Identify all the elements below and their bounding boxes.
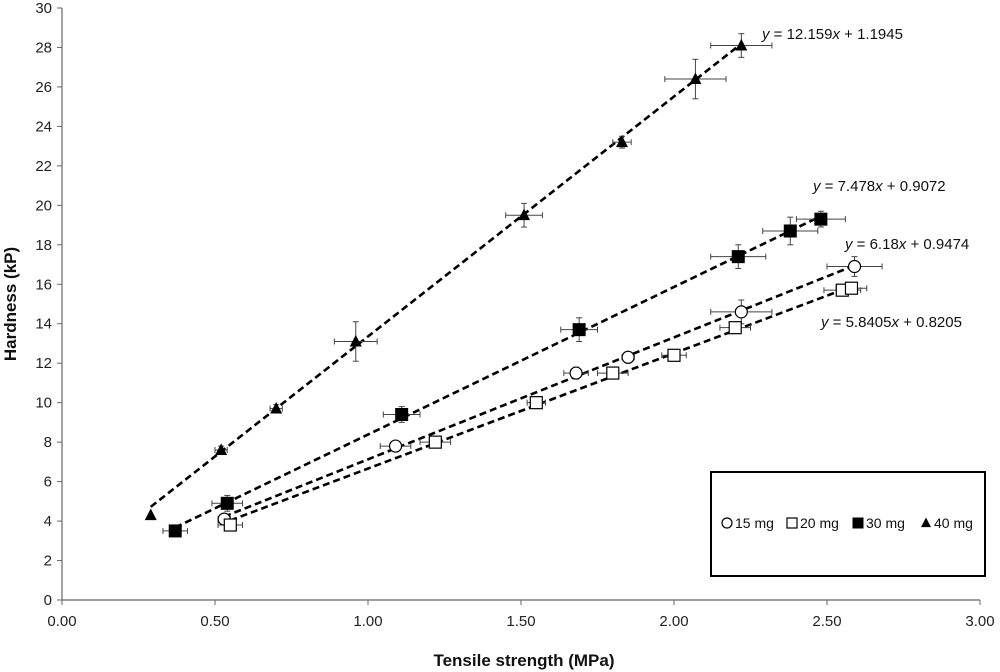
legend-label: 15 mg: [735, 515, 774, 531]
point-40-mg: [735, 38, 748, 51]
point-40-mg: [215, 443, 228, 455]
trendline-30-mg: [174, 214, 822, 529]
y-tick-label: 28: [35, 39, 52, 56]
point-15-mg: [621, 350, 635, 364]
y-tick-label: 22: [35, 158, 52, 175]
point-20-mg: [844, 281, 859, 295]
point-15-mg: [734, 305, 748, 319]
y-tick-label: 20: [35, 197, 52, 214]
legend-marker-40-mg: [921, 517, 931, 528]
equation-30-mg: y = 7.478x + 0.9072: [812, 178, 946, 195]
y-tick-label: 26: [35, 79, 52, 96]
y-tick-label: 4: [44, 513, 52, 530]
equation-40-mg: y = 12.159x + 1.1945: [761, 26, 903, 43]
point-30-mg: [814, 212, 828, 226]
point-30-mg: [220, 496, 234, 510]
y-tick-label: 10: [35, 395, 52, 412]
point-15-mg: [569, 366, 583, 380]
point-20-mg: [529, 396, 543, 410]
point-40-mg: [270, 401, 283, 414]
x-axis-title: Tensile strength (MPa): [433, 651, 614, 670]
y-axis-title: Hardness (kP): [1, 247, 20, 361]
point-20-mg: [728, 321, 742, 335]
legend: 15 mg 20 mg 30 mg 40 mg: [710, 471, 986, 577]
point-15-mg: [847, 259, 862, 274]
trendline-40-mg: [149, 42, 743, 508]
legend-label: 40 mg: [934, 515, 973, 531]
x-tick-label: 3.00: [965, 613, 994, 630]
point-40-mg: [144, 508, 157, 521]
y-tick-label: 2: [44, 553, 52, 570]
point-30-mg: [572, 323, 586, 337]
axes: 0.00 0.50 1.00 1.50 2.00 2.50 3.00024681012141…: [35, 0, 994, 630]
trendline-15-mg: [223, 264, 856, 518]
x-tick-label: 2.50: [812, 613, 841, 630]
point-20-mg: [667, 348, 681, 362]
legend-box: [710, 471, 986, 577]
y-tick-label: 0: [44, 592, 52, 609]
legend-label: 30 mg: [866, 515, 905, 531]
legend-marker-30-mg: [852, 517, 864, 529]
point-30-mg: [168, 524, 182, 538]
point-40-mg: [689, 72, 702, 84]
x-tick-label: 1.50: [506, 613, 535, 630]
y-tick-label: 30: [35, 0, 52, 17]
x-tick-label: 0.50: [200, 613, 229, 630]
point-30-mg: [783, 224, 797, 238]
legend-marker-20-mg: [786, 517, 798, 529]
point-30-mg: [731, 250, 745, 264]
equation-15-mg: y = 6.18x + 0.9474: [844, 236, 969, 253]
x-tick-label: 0.00: [47, 613, 76, 630]
y-tick-label: 8: [44, 434, 52, 451]
data-points: [144, 38, 862, 538]
x-tick-label: 2.00: [659, 613, 688, 630]
point-40-mg: [615, 135, 628, 148]
y-tick-label: 12: [35, 355, 52, 372]
legend-marker-15-mg: [721, 517, 733, 529]
y-tick-label: 24: [35, 118, 52, 135]
y-tick-label: 14: [35, 316, 52, 333]
x-tick-label: 1.00: [353, 613, 382, 630]
point-40-mg: [518, 208, 531, 221]
point-40-mg: [349, 334, 362, 347]
equation-20-mg: y = 5.8405x + 0.8205: [820, 314, 962, 331]
y-tick-label: 18: [35, 237, 52, 254]
point-15-mg: [388, 439, 403, 453]
y-tick-label: 6: [44, 474, 52, 491]
point-30-mg: [395, 408, 409, 422]
y-tick-label: 16: [35, 276, 52, 293]
point-20-mg: [428, 435, 442, 449]
point-20-mg: [606, 366, 620, 380]
legend-label: 20 mg: [800, 515, 839, 531]
trendline-equations: y = 6.18x + 0.9474 y = 5.8405x + 0.8205 y …: [761, 26, 969, 331]
point-20-mg: [223, 518, 237, 532]
